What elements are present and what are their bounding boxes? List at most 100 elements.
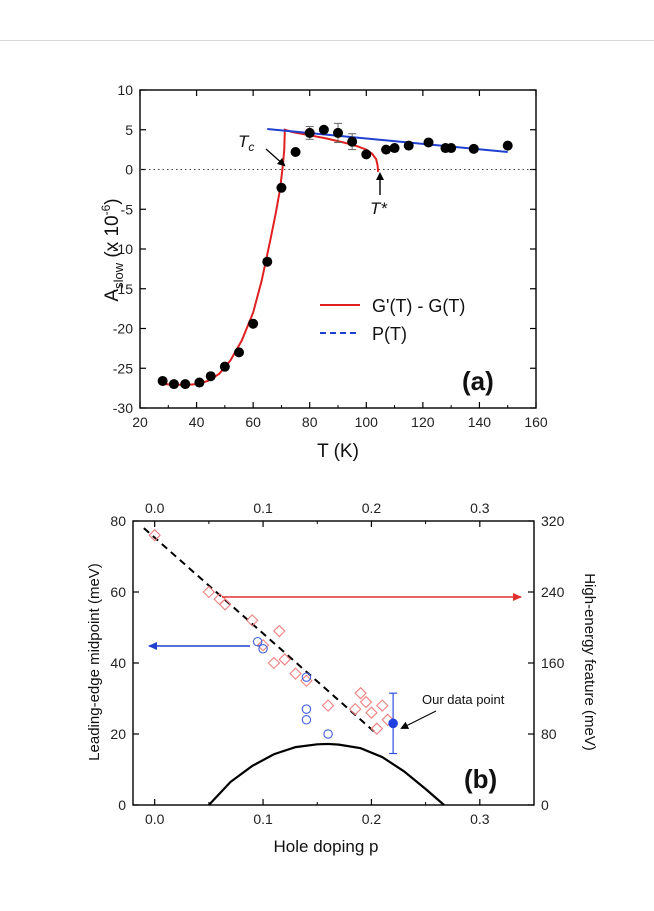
data-point: [403, 140, 414, 151]
y-tick-label: 60: [110, 584, 126, 600]
panel-b-right-ticks: 0 80 160 240 320: [528, 513, 565, 813]
x-tick-label-top: 0.2: [362, 500, 382, 516]
panel-b-frame: [132, 520, 535, 806]
y-tick-label: 40: [110, 655, 126, 671]
diamond-point: [381, 713, 394, 727]
data-point: [318, 124, 329, 135]
x-tick-label: 0.0: [145, 811, 165, 827]
our-data-point: [388, 692, 398, 755]
diamond-point: [289, 667, 302, 680]
data-point: [468, 143, 479, 154]
diamond-point: [278, 653, 292, 666]
data-point: [276, 182, 287, 193]
y-tick-label: -10: [113, 241, 133, 257]
x-tick-label: 100: [355, 414, 379, 430]
x-tick-label-top: 0.3: [470, 500, 490, 516]
y-tick-label-right: 320: [541, 513, 565, 529]
y-tick-label: -5: [121, 201, 134, 217]
our-point-arrow: [400, 710, 437, 729]
trend-dashed-line: [143, 527, 378, 735]
diamond-point: [256, 638, 270, 652]
data-point: [361, 149, 372, 160]
diamond-point: [321, 699, 335, 712]
x-tick-label-top: 0.0: [145, 500, 165, 516]
diamond-point: [370, 722, 384, 735]
diamond-point: [354, 686, 367, 700]
y-tick-label: -15: [113, 281, 133, 297]
data-point: [502, 140, 513, 151]
x-tick-label: 160: [524, 414, 548, 430]
data-point: [347, 136, 358, 147]
y-tick-label: -30: [113, 400, 133, 416]
top-divider: [0, 40, 654, 41]
circle-point: [323, 729, 333, 739]
x-tick-label: 0.1: [253, 811, 273, 827]
panel-b-label: (b): [464, 764, 497, 794]
data-point: [333, 127, 343, 138]
diamond-point: [375, 699, 389, 712]
y-tick-label: 80: [110, 513, 126, 529]
panel-b: 0.0 0.0 0.1 0.1 0.2 0.2 0.3 0.3 0 20 40 60 80 0 80 16…: [86, 500, 598, 856]
y-tick-label: 0: [125, 162, 133, 178]
data-point: [194, 377, 205, 388]
x-tick-label: 0.2: [362, 811, 382, 827]
panel-b-diamonds: [148, 528, 394, 735]
y-tick-label: 5: [125, 122, 133, 138]
y-tick-label: -20: [113, 321, 133, 337]
data-point: [205, 371, 216, 382]
diamond-point: [348, 702, 362, 716]
data-point: [290, 147, 301, 158]
legend-label-p: P(T): [372, 324, 407, 344]
panel-a-x-ticks: 20 40 60 80 100 120 140 160: [132, 90, 548, 430]
data-point: [381, 144, 392, 155]
data-point: [180, 379, 191, 390]
diamond-point: [245, 614, 259, 627]
x-tick-label: 120: [411, 414, 435, 430]
superconducting-dome: [208, 742, 445, 806]
x-tick-label: 40: [189, 414, 205, 430]
panel-a-points: [157, 124, 513, 390]
data-point: [168, 379, 179, 390]
data-point: [234, 347, 244, 358]
y-tick-label-right: 80: [541, 726, 557, 742]
data-point: [248, 318, 259, 329]
circle-point: [252, 636, 263, 647]
data-point: [157, 375, 168, 386]
y-tick-label: 0: [118, 797, 126, 813]
y-tick-label-right: 240: [541, 584, 565, 600]
x-tick-label: 80: [302, 414, 318, 430]
x-tick-label: 140: [468, 414, 492, 430]
x-tick-label: 0.3: [470, 811, 490, 827]
circle-point: [301, 715, 312, 725]
data-point: [219, 361, 230, 372]
panel-b-left-ticks: 0 20 40 60 80: [110, 513, 139, 813]
tstar-annotation: T*: [370, 199, 388, 218]
circle-point: [258, 644, 268, 654]
panel-b-right-y-label: High-energy feature (meV): [581, 573, 598, 751]
data-point: [423, 137, 434, 148]
panel-a-y-label: Aslow (x 10-6): [99, 198, 126, 301]
diamond-point: [148, 528, 161, 542]
diamond-point: [218, 598, 232, 611]
tc-annotation: Tc: [238, 132, 254, 154]
x-tick-label: 20: [132, 414, 148, 430]
legend-label-g: G'(T) - G(T): [372, 296, 465, 316]
y-tick-label-right: 160: [541, 655, 565, 671]
panel-b-circles: [252, 636, 333, 739]
data-point: [389, 143, 400, 154]
diamond-point: [359, 695, 373, 709]
panel-a-y-ticks: -30 -25 -20 -15 -10 -5 0 5 10: [113, 82, 536, 416]
circle-point: [301, 704, 312, 714]
y-tick-label: 10: [117, 82, 133, 98]
our-point-marker: [388, 718, 398, 729]
diamond-point: [267, 656, 281, 670]
panel-b-left-y-label: Leading-edge midpoint (meV): [86, 563, 103, 761]
data-point: [262, 256, 273, 267]
diamond-point: [273, 624, 286, 638]
panel-a: 20 40 60 80 100 120 140 160 -30 -25 -20 -15 -10 -5 0 5…: [99, 82, 548, 462]
panel-a-curve-g: [162, 128, 380, 386]
panel-a-label: (a): [462, 366, 494, 396]
panel-a-legend: G'(T) - G(T) P(T): [320, 296, 465, 344]
diamond-point: [202, 585, 216, 599]
